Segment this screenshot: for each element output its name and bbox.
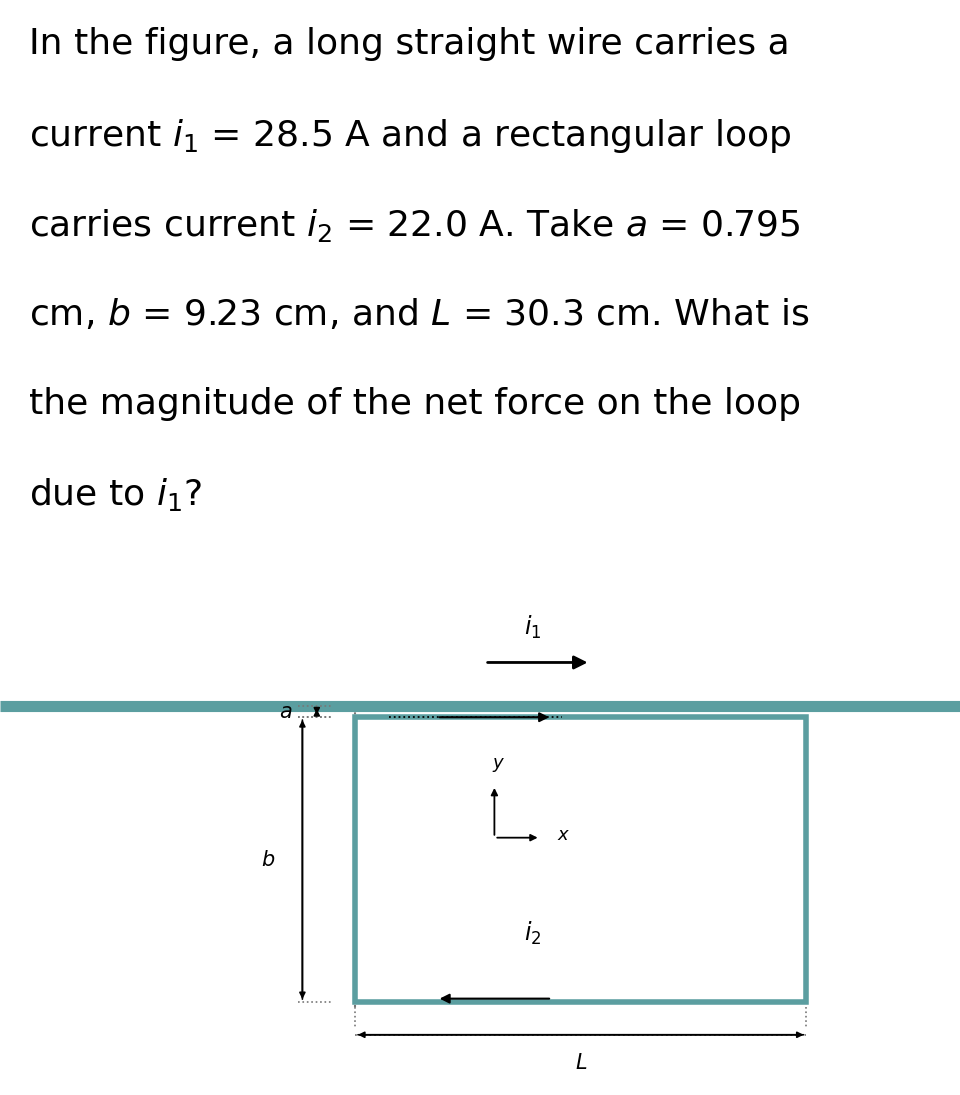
Text: the magnitude of the net force on the loop: the magnitude of the net force on the lo… [29, 387, 801, 420]
Text: $a$: $a$ [279, 702, 293, 722]
Text: $b$: $b$ [261, 850, 276, 869]
Text: $i_2$: $i_2$ [524, 920, 541, 947]
Text: cm, $b$ = 9.23 cm, and $L$ = 30.3 cm. What is: cm, $b$ = 9.23 cm, and $L$ = 30.3 cm. Wh… [29, 297, 809, 332]
Text: y: y [492, 754, 503, 772]
Text: $L$: $L$ [575, 1053, 587, 1073]
Bar [355, 717, 806, 1002]
Text: current $i_1$ = 28.5 A and a rectangular loop: current $i_1$ = 28.5 A and a rectangular… [29, 117, 791, 155]
Text: x: x [558, 827, 568, 844]
Text: due to $i_1$?: due to $i_1$? [29, 476, 202, 514]
Text: In the figure, a long straight wire carries a: In the figure, a long straight wire carr… [29, 27, 789, 61]
Text: carries current $i_2$ = 22.0 A. Take $a$ = 0.795: carries current $i_2$ = 22.0 A. Take $a$… [29, 207, 800, 244]
Text: $i_1$: $i_1$ [524, 613, 541, 641]
